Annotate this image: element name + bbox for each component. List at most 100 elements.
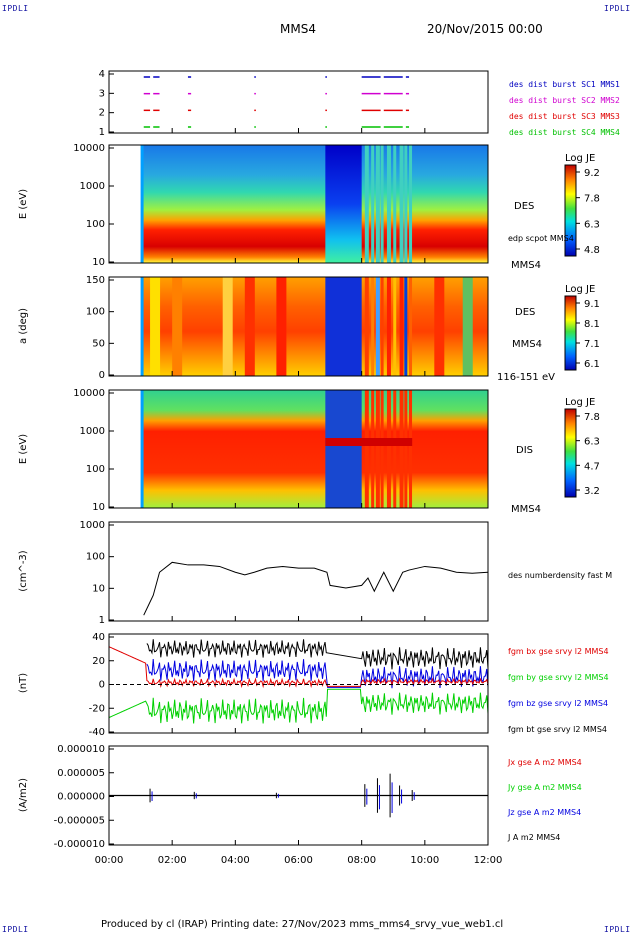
spectrogram-column — [244, 277, 255, 376]
potential-label: edp scpot MMS4 — [508, 234, 574, 243]
spectrogram-cell — [399, 145, 404, 263]
y-tick-label: -0.000010 — [54, 839, 105, 850]
spectrogram-column — [172, 277, 183, 376]
current-legend-entry: Jy gse A m2 MMS4 — [507, 783, 582, 792]
by-series-line — [108, 688, 489, 724]
energy-range-label: 116-151 eV — [497, 372, 555, 383]
spectrogram-column — [462, 277, 473, 376]
spectrogram-cell — [404, 277, 408, 376]
dis-beam-band — [325, 438, 413, 446]
spectrogram-cell — [371, 145, 375, 263]
spectrogram-cell — [404, 145, 408, 263]
colorbar-title: Log JE — [565, 397, 595, 408]
colorbar-tick-label: 6.1 — [584, 359, 600, 370]
colorbar-tick-label: 9.1 — [584, 299, 600, 310]
spectrogram-cell — [393, 145, 397, 263]
y-tick-label: -40 — [89, 727, 105, 738]
y-axis-label-des_pitch: a (deg) — [18, 308, 29, 344]
y-tick-label: 150 — [86, 275, 105, 286]
instrument-label: DES — [515, 307, 535, 318]
y-tick-label: 0 — [99, 680, 105, 691]
y-tick-label: 3 — [99, 88, 105, 99]
spectrogram-cell — [371, 390, 375, 508]
corner-label-bottom-left: IPDLI — [2, 925, 29, 934]
x-tick-label: 08:00 — [347, 855, 376, 866]
spectrogram-cell — [364, 145, 369, 263]
spectrogram-cell — [380, 277, 384, 376]
y-tick-label: 0.000005 — [57, 768, 105, 779]
colorbar-title: Log JE — [565, 153, 595, 164]
bt-series-line — [146, 639, 489, 670]
spectrogram-gap-region — [325, 145, 362, 263]
colorbar-tick-label: 9.2 — [584, 168, 600, 179]
spectrogram-cell — [393, 277, 397, 376]
y-tick-label: 10 — [92, 257, 105, 268]
current-legend-entry: Jz gse A m2 MMS4 — [507, 808, 581, 817]
x-tick-label: 12:00 — [474, 855, 503, 866]
spectrogram-edge — [140, 277, 144, 376]
y-tick-label: 1 — [99, 615, 105, 626]
spectrogram-cell — [380, 145, 384, 263]
y-axis-label-bfield: (nT) — [18, 673, 29, 693]
colorbar-tick-label: 8.1 — [584, 319, 600, 330]
bfield-legend-entry: fgm by gse srvy l2 MMS4 — [508, 673, 609, 682]
current-legend-entry: J A m2 MMS4 — [507, 833, 560, 842]
colorbar-des_pitch — [564, 295, 577, 371]
spacecraft-label: MMS4 — [511, 260, 541, 271]
y-axis-label-des_energy: E (eV) — [18, 189, 29, 219]
y-tick-label: 100 — [86, 307, 105, 318]
spectrogram-cell — [364, 277, 369, 376]
spectrogram-cell — [409, 390, 413, 508]
spectrogram-column — [150, 277, 161, 376]
y-tick-label: -0.000005 — [54, 815, 105, 826]
y-axis-label-density: (cm^-3) — [18, 550, 29, 591]
y-tick-label: 40 — [92, 632, 105, 643]
y-tick-label: 50 — [92, 338, 105, 349]
y-tick-label: 100 — [86, 552, 105, 563]
x-tick-label: 02:00 — [158, 855, 187, 866]
y-tick-label: 10000 — [73, 143, 105, 154]
colorbar-tick-label: 7.1 — [584, 339, 600, 350]
y-tick-label: 1 — [99, 127, 105, 138]
panel-frame-burst — [108, 70, 489, 134]
corner-label-bottom-right: IPDLI — [604, 925, 630, 934]
spectrogram-cell — [409, 145, 413, 263]
corner-label-top-left: IPDLI — [2, 4, 29, 13]
spectrogram-gap-region — [325, 390, 362, 508]
y-tick-label: 10 — [92, 502, 105, 513]
colorbar-tick-label: 4.8 — [584, 245, 600, 256]
colorbar-tick-label: 3.2 — [584, 486, 600, 497]
y-tick-label: -20 — [89, 703, 105, 714]
spectrogram-cell — [393, 390, 397, 508]
colorbar-title: Log JE — [565, 284, 595, 295]
x-tick-label: 00:00 — [95, 855, 124, 866]
colorbar-tick-label: 4.7 — [584, 461, 600, 472]
spectrogram-cell — [399, 390, 404, 508]
colorbar-dis_energy — [564, 408, 577, 498]
y-tick-label: 4 — [99, 69, 105, 80]
footer-credit: Produced by cl (IRAP) Printing date: 27/… — [101, 919, 504, 930]
spectrogram-cell — [364, 390, 369, 508]
y-tick-label: 1000 — [80, 181, 105, 192]
spectrogram-cell — [386, 277, 391, 376]
colorbar-tick-label: 7.8 — [584, 194, 600, 205]
panel-frame-density — [108, 521, 489, 622]
y-tick-label: 1000 — [80, 520, 105, 531]
y-tick-label: 100 — [86, 219, 105, 230]
y-tick-label: 20 — [92, 656, 105, 667]
y-tick-label: 0 — [99, 370, 105, 381]
y-tick-label: 100 — [86, 464, 105, 475]
x-tick-label: 04:00 — [221, 855, 250, 866]
y-tick-label: 0.000000 — [57, 792, 105, 803]
spectrogram-edge — [140, 145, 144, 263]
current-legend-entry: Jx gse A m2 MMS4 — [507, 758, 582, 767]
spectrogram-column — [434, 277, 445, 376]
spacecraft-title: MMS4 — [280, 22, 316, 36]
spectrogram-cell — [386, 390, 391, 508]
y-tick-label: 1000 — [80, 426, 105, 437]
y-tick-label: 10 — [92, 583, 105, 594]
burst-legend-entry: des dist burst SC4 MMS4 — [509, 128, 620, 137]
spectrogram-cell — [409, 277, 413, 376]
spectrogram-gap-region — [325, 277, 362, 376]
y-axis-label-current: (A/m2) — [18, 778, 29, 812]
